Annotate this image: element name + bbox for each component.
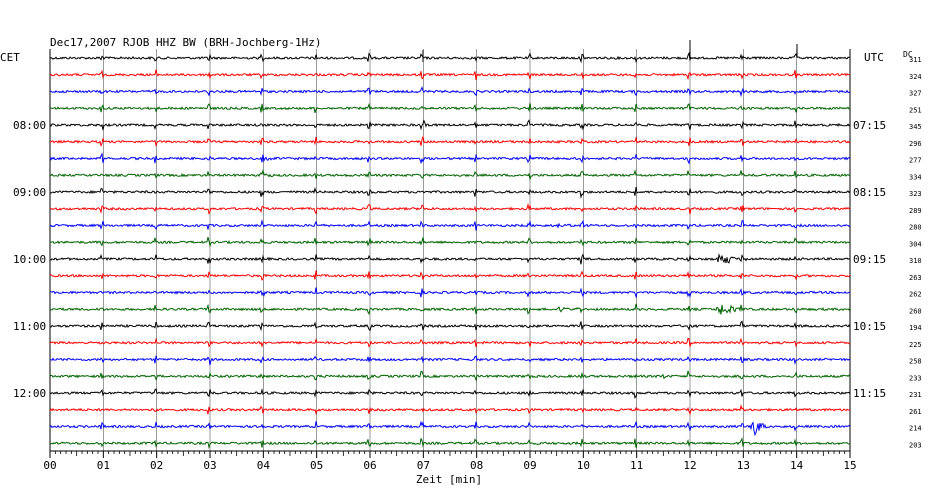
dc-value-label: 311 [909,56,922,64]
trace-row-1 [49,51,851,64]
x-tick-label: 09 [523,459,536,472]
dc-value-label: 260 [909,307,922,315]
trace-row-14 [49,270,851,281]
trace-row-13 [49,252,851,265]
trace-row-8 [49,168,851,182]
dc-header-label: DC [903,50,913,59]
trace-row-24 [49,437,851,450]
x-tick-label: 07 [417,459,430,472]
left-hour-label: 11:00 [13,320,46,333]
trace-row-10 [49,202,851,215]
dc-value-label: 251 [909,106,922,114]
trace-row-17 [49,320,851,332]
trace-row-18 [49,337,850,348]
dc-value-label: 296 [909,140,922,148]
trace-row-5 [49,119,851,131]
dc-value-label: 327 [909,90,922,98]
right-hour-label: 08:15 [853,186,886,199]
x-tick-label: 13 [737,459,750,472]
dc-value-label: 277 [909,157,922,165]
left-hour-label: 08:00 [13,119,46,132]
x-tick-label: 12 [683,459,696,472]
row-labels: 08:00 09:00 10:00 11:00 12:00 07:15 08:15 09:15… [13,56,922,449]
dc-value-label: 324 [909,73,922,81]
x-tick-label: 02 [150,459,163,472]
trace-row-12 [49,236,851,248]
x-tick-label: 05 [310,459,323,472]
trace-row-11 [49,219,851,231]
x-tick-label: 04 [257,459,271,472]
right-hour-label: 10:15 [853,320,886,333]
trace-row-4 [49,102,851,114]
trace-row-16 [49,303,851,316]
right-hour-label: 11:15 [853,387,886,400]
trace-row-22 [49,404,851,416]
x-tick-label: 15 [843,459,856,472]
x-tick-label: 03 [203,459,216,472]
dc-value-label: 323 [909,190,922,198]
trace-row-21 [49,388,851,399]
grid-lines [49,49,851,451]
trace-row-19 [50,355,851,366]
dc-value-label: 214 [909,425,922,433]
chart-title: Dec17,2007 RJOB HHZ BW (BRH-Jochberg-1Hz… [50,36,322,49]
trace-row-23 [49,420,851,437]
x-tick-label: 08 [470,459,483,472]
trace-row-15 [49,287,851,299]
dc-value-label: 263 [909,274,922,282]
dc-value-label: 304 [909,240,922,248]
left-hour-label: 09:00 [13,186,46,199]
trace-row-9 [49,187,851,199]
trace-row-2 [49,69,850,81]
dc-value-label: 233 [909,374,922,382]
x-tick-label: 14 [790,459,804,472]
x-tick-label: 01 [97,459,110,472]
right-hour-label: 07:15 [853,119,886,132]
trace-lines [49,40,851,450]
dc-value-label: 194 [909,324,922,332]
trace-row-3 [49,86,851,98]
dc-value-label: 262 [909,291,922,299]
dc-value-label: 225 [909,341,922,349]
right-hour-label: 09:15 [853,253,886,266]
trace-row-7 [49,152,851,165]
x-tick-label: 06 [363,459,376,472]
left-timezone-label: CET [0,51,20,64]
dc-value-label: 203 [909,441,922,449]
x-axis-label: Zeit [min] [416,473,482,486]
x-axis: 00 01 02 03 04 05 06 07 08 09 10 11 12 13 14 15 [43,450,857,472]
x-tick-label: 00 [43,459,56,472]
dc-value-label: 310 [909,257,922,265]
dc-value-label: 231 [909,391,922,399]
dc-value-label: 280 [909,224,922,232]
dc-value-label: 289 [909,207,922,215]
right-timezone-label: UTC [864,51,884,64]
left-hour-label: 10:00 [13,253,46,266]
dc-value-label: 258 [909,358,922,366]
x-tick-label: 11 [630,459,643,472]
x-tick-label: 10 [577,459,590,472]
trace-row-6 [49,135,851,147]
left-hour-label: 12:00 [13,387,46,400]
dc-value-label: 261 [909,408,922,416]
trace-row-20 [49,370,851,382]
dc-value-label: 334 [909,173,922,181]
dc-value-label: 345 [909,123,922,131]
